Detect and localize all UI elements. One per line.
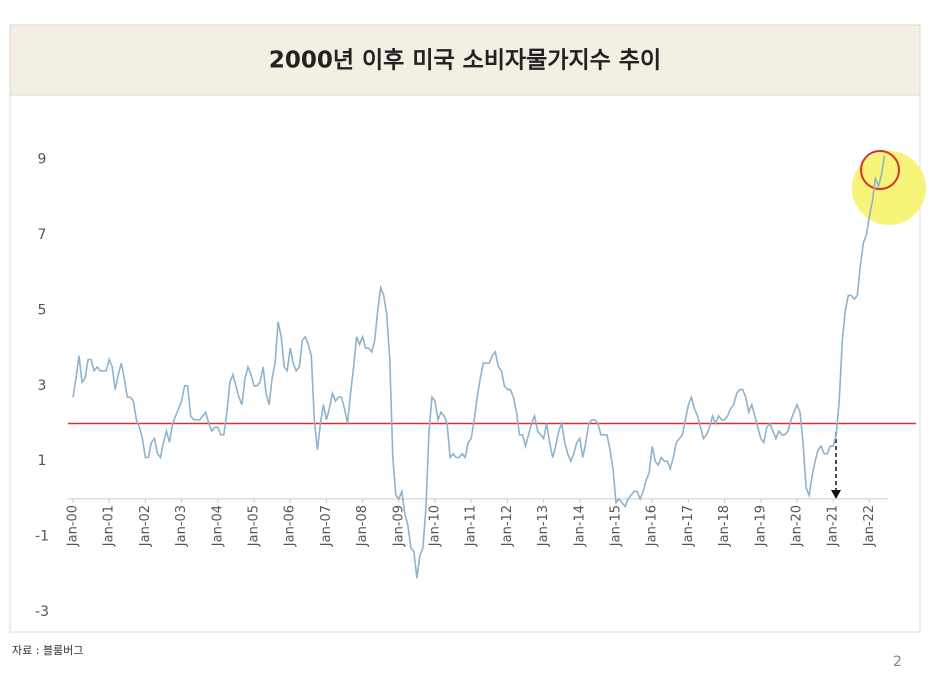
x-tick-label: Jan-08 (355, 505, 370, 547)
y-tick-label: 7 (38, 227, 47, 243)
x-tick-label: Jan-13 (536, 505, 551, 547)
y-tick-label: 5 (38, 302, 47, 318)
x-tick-label: Jan-11 (464, 505, 479, 547)
x-tick-label: Jan-14 (572, 505, 587, 547)
source: 자료 : 블룸버그 (12, 644, 83, 657)
chart-title: 2000년 이후 미국 소비자물가지수 추이 (269, 48, 661, 74)
x-tick-label: Jan-18 (717, 505, 732, 547)
y-tick-label: -1 (35, 529, 49, 545)
x-tick-label: Jan-16 (645, 505, 660, 547)
x-tick-label: Jan-01 (102, 505, 117, 547)
x-tick-label: Jan-12 (500, 505, 515, 547)
x-tick-label: Jan-02 (138, 505, 153, 547)
x-tick-label: Jan-22 (862, 505, 877, 547)
x-tick-label: Jan-19 (753, 505, 768, 547)
slide-frame (9, 24, 921, 633)
y-tick-label: 9 (38, 152, 47, 168)
x-tick-label: Jan-07 (319, 505, 334, 547)
x-tick-label: Jan-20 (790, 505, 805, 547)
x-tick-label: Jan-17 (681, 505, 696, 547)
y-tick-label: 1 (38, 453, 47, 469)
x-tick-label: Jan-10 (428, 505, 443, 547)
cpi-line (72, 155, 886, 579)
y-tick-label: 3 (38, 378, 47, 394)
y-tick-label: -3 (35, 604, 49, 620)
x-tick-label: Jan-15 (609, 505, 624, 547)
x-tick-label: Jan-06 (283, 505, 298, 547)
x-tick-label: Jan-05 (247, 505, 262, 547)
highlight (852, 151, 926, 225)
x-tick-label: Jan-04 (210, 505, 225, 547)
x-tick-label: Jan-21 (826, 505, 841, 547)
arrow-head (831, 490, 841, 499)
x-tick-label: Jan-00 (66, 505, 81, 547)
page-number: 2 (893, 654, 902, 670)
highlight-ring (860, 150, 900, 190)
x-tick-label: Jan-03 (174, 505, 189, 547)
title-banner (9, 24, 921, 96)
x-tick-label: Jan-09 (391, 505, 406, 547)
